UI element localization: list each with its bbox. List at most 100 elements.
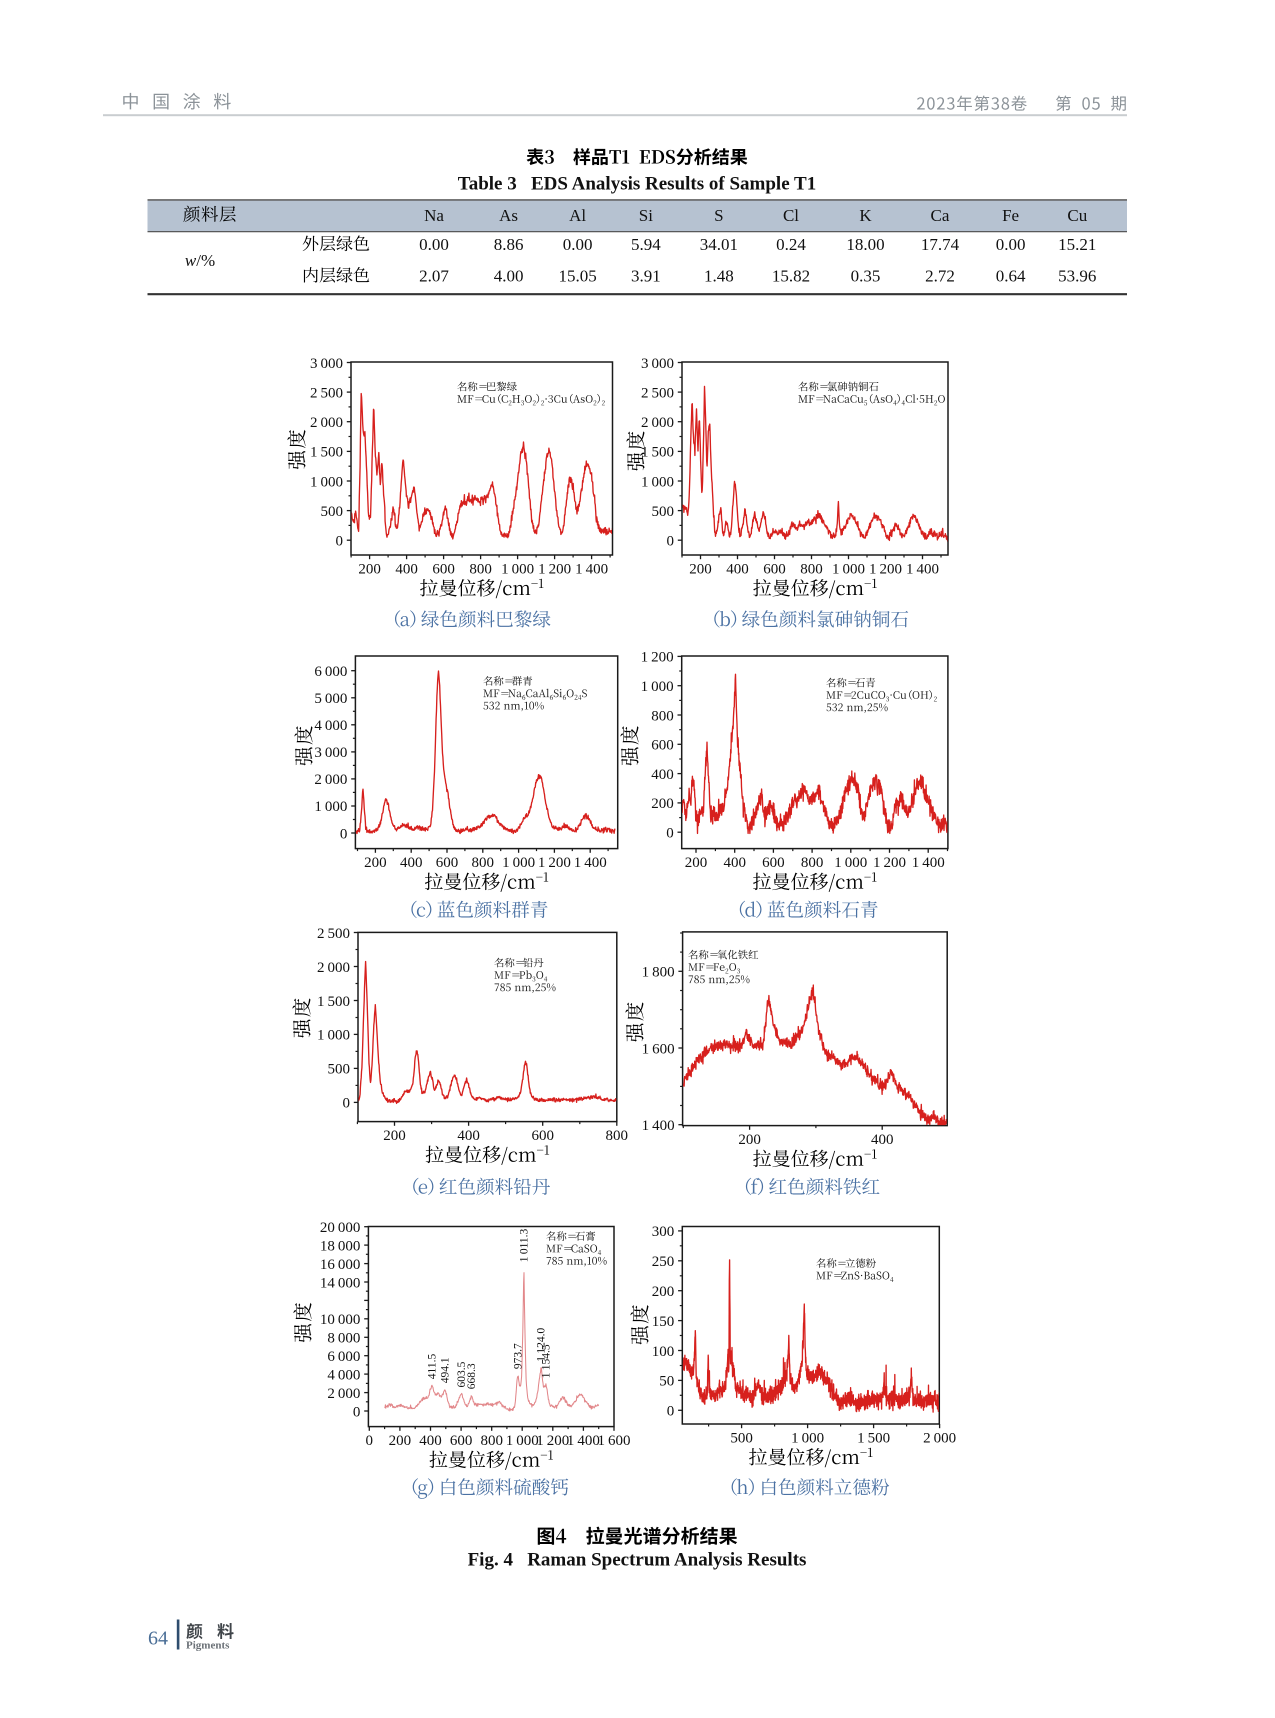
svg-text:200: 200 — [651, 796, 674, 812]
svg-text:1 000: 1 000 — [641, 679, 674, 695]
svg-text:10 000: 10 000 — [320, 1312, 361, 1328]
svg-text:6 000: 6 000 — [314, 664, 347, 680]
svg-text:0.64: 0.64 — [996, 266, 1026, 285]
svg-text:Al: Al — [569, 206, 586, 225]
svg-text:5 000: 5 000 — [314, 691, 347, 707]
svg-text:4.00: 4.00 — [494, 266, 524, 285]
svg-text:18.00: 18.00 — [846, 235, 884, 254]
svg-text:1 200: 1 200 — [869, 562, 902, 578]
svg-text:400: 400 — [419, 1433, 442, 1449]
svg-text:0: 0 — [667, 1404, 675, 1420]
svg-text:1 600: 1 600 — [642, 1041, 675, 1057]
svg-text:0: 0 — [353, 1404, 361, 1420]
svg-text:0.00: 0.00 — [996, 235, 1026, 254]
svg-text:100: 100 — [652, 1344, 675, 1360]
svg-text:600: 600 — [762, 855, 785, 871]
svg-text:Ca: Ca — [931, 206, 950, 225]
svg-text:500: 500 — [321, 504, 344, 520]
svg-text:400: 400 — [395, 562, 418, 578]
svg-text:18 000: 18 000 — [320, 1238, 361, 1254]
svg-text:50: 50 — [659, 1374, 674, 1390]
svg-text:w/%: w/% — [185, 251, 215, 270]
svg-text:S: S — [714, 206, 723, 225]
svg-text:3 000: 3 000 — [310, 356, 343, 372]
svg-text:1 000: 1 000 — [834, 855, 867, 871]
svg-text:Fe: Fe — [1002, 206, 1019, 225]
svg-text:As: As — [499, 206, 518, 225]
svg-text:400: 400 — [726, 562, 749, 578]
svg-text:0: 0 — [340, 826, 348, 842]
svg-text:1 500: 1 500 — [857, 1431, 890, 1447]
svg-text:300: 300 — [652, 1224, 675, 1240]
svg-text:Cl: Cl — [783, 206, 799, 225]
svg-text:200: 200 — [652, 1284, 675, 1300]
svg-text:200: 200 — [685, 855, 708, 871]
svg-text:0.24: 0.24 — [776, 235, 806, 254]
svg-text:2 000: 2 000 — [310, 415, 343, 431]
svg-text:800: 800 — [606, 1128, 629, 1144]
svg-text:8 000: 8 000 — [327, 1331, 360, 1347]
svg-text:500: 500 — [328, 1062, 351, 1078]
svg-text:53.96: 53.96 — [1058, 266, 1096, 285]
svg-text:64: 64 — [148, 1628, 168, 1650]
svg-text:1 000: 1 000 — [506, 1433, 539, 1449]
svg-text:0.00: 0.00 — [419, 235, 449, 254]
svg-text:2 000: 2 000 — [641, 415, 674, 431]
svg-text:0: 0 — [343, 1096, 351, 1112]
svg-text:1 200: 1 200 — [536, 1433, 569, 1449]
svg-text:600: 600 — [450, 1433, 473, 1449]
svg-text:1 000: 1 000 — [791, 1431, 824, 1447]
svg-text:17.74: 17.74 — [921, 235, 960, 254]
svg-text:2.07: 2.07 — [419, 266, 449, 285]
svg-text:1 000: 1 000 — [502, 855, 535, 871]
svg-text:250: 250 — [652, 1254, 675, 1270]
svg-text:2 500: 2 500 — [310, 385, 343, 401]
svg-text:1 800: 1 800 — [642, 965, 675, 981]
svg-text:0.35: 0.35 — [851, 266, 881, 285]
svg-text:800: 800 — [800, 562, 823, 578]
svg-text:0.00: 0.00 — [563, 235, 593, 254]
svg-text:668.3: 668.3 — [466, 1363, 478, 1389]
svg-text:34.01: 34.01 — [700, 235, 738, 254]
svg-text:K: K — [859, 206, 872, 225]
svg-text:15.82: 15.82 — [772, 266, 810, 285]
svg-text:1 600: 1 600 — [597, 1433, 630, 1449]
svg-text:4 000: 4 000 — [327, 1367, 360, 1383]
svg-text:Pigments: Pigments — [186, 1640, 230, 1652]
svg-text:400: 400 — [651, 767, 674, 783]
svg-text:600: 600 — [763, 562, 786, 578]
svg-text:1 200: 1 200 — [873, 855, 906, 871]
svg-text:1 124.0: 1 124.0 — [536, 1328, 548, 1362]
svg-text:1 154.5: 1 154.5 — [541, 1344, 553, 1378]
svg-text:8.86: 8.86 — [494, 235, 524, 254]
svg-text:15.05: 15.05 — [558, 266, 596, 285]
svg-text:2 000: 2 000 — [317, 960, 350, 976]
svg-text:200: 200 — [358, 562, 381, 578]
svg-text:15.21: 15.21 — [1058, 235, 1096, 254]
svg-text:Fig. 4 Raman Spectrum Analys: Fig. 4 Raman Spectrum Analysis Results — [468, 1549, 807, 1570]
svg-text:16 000: 16 000 — [320, 1257, 361, 1273]
svg-text:800: 800 — [469, 562, 492, 578]
svg-text:1 000: 1 000 — [310, 474, 343, 490]
svg-text:5.94: 5.94 — [631, 235, 661, 254]
svg-text:1 200: 1 200 — [538, 562, 571, 578]
svg-text:1 500: 1 500 — [641, 445, 674, 461]
svg-text:Na: Na — [424, 206, 444, 225]
svg-text:603.5: 603.5 — [456, 1361, 468, 1387]
svg-text:973.7: 973.7 — [513, 1343, 525, 1369]
svg-text:800: 800 — [472, 855, 495, 871]
svg-text:1 000: 1 000 — [641, 474, 674, 490]
svg-text:1 200: 1 200 — [538, 855, 571, 871]
svg-text:1 400: 1 400 — [642, 1118, 675, 1134]
svg-text:500: 500 — [730, 1431, 753, 1447]
svg-text:3 000: 3 000 — [314, 745, 347, 761]
svg-text:14 000: 14 000 — [320, 1275, 361, 1291]
svg-text:20 000: 20 000 — [320, 1220, 361, 1236]
svg-text:800: 800 — [651, 708, 674, 724]
svg-text:200: 200 — [738, 1132, 761, 1148]
svg-text:1 400: 1 400 — [574, 855, 607, 871]
svg-text:Table 3 EDS Analysis Results: Table 3 EDS Analysis Results of Sample T… — [458, 174, 816, 195]
svg-text:1 400: 1 400 — [575, 562, 608, 578]
svg-text:Cu: Cu — [1067, 206, 1087, 225]
svg-text:200: 200 — [689, 562, 712, 578]
